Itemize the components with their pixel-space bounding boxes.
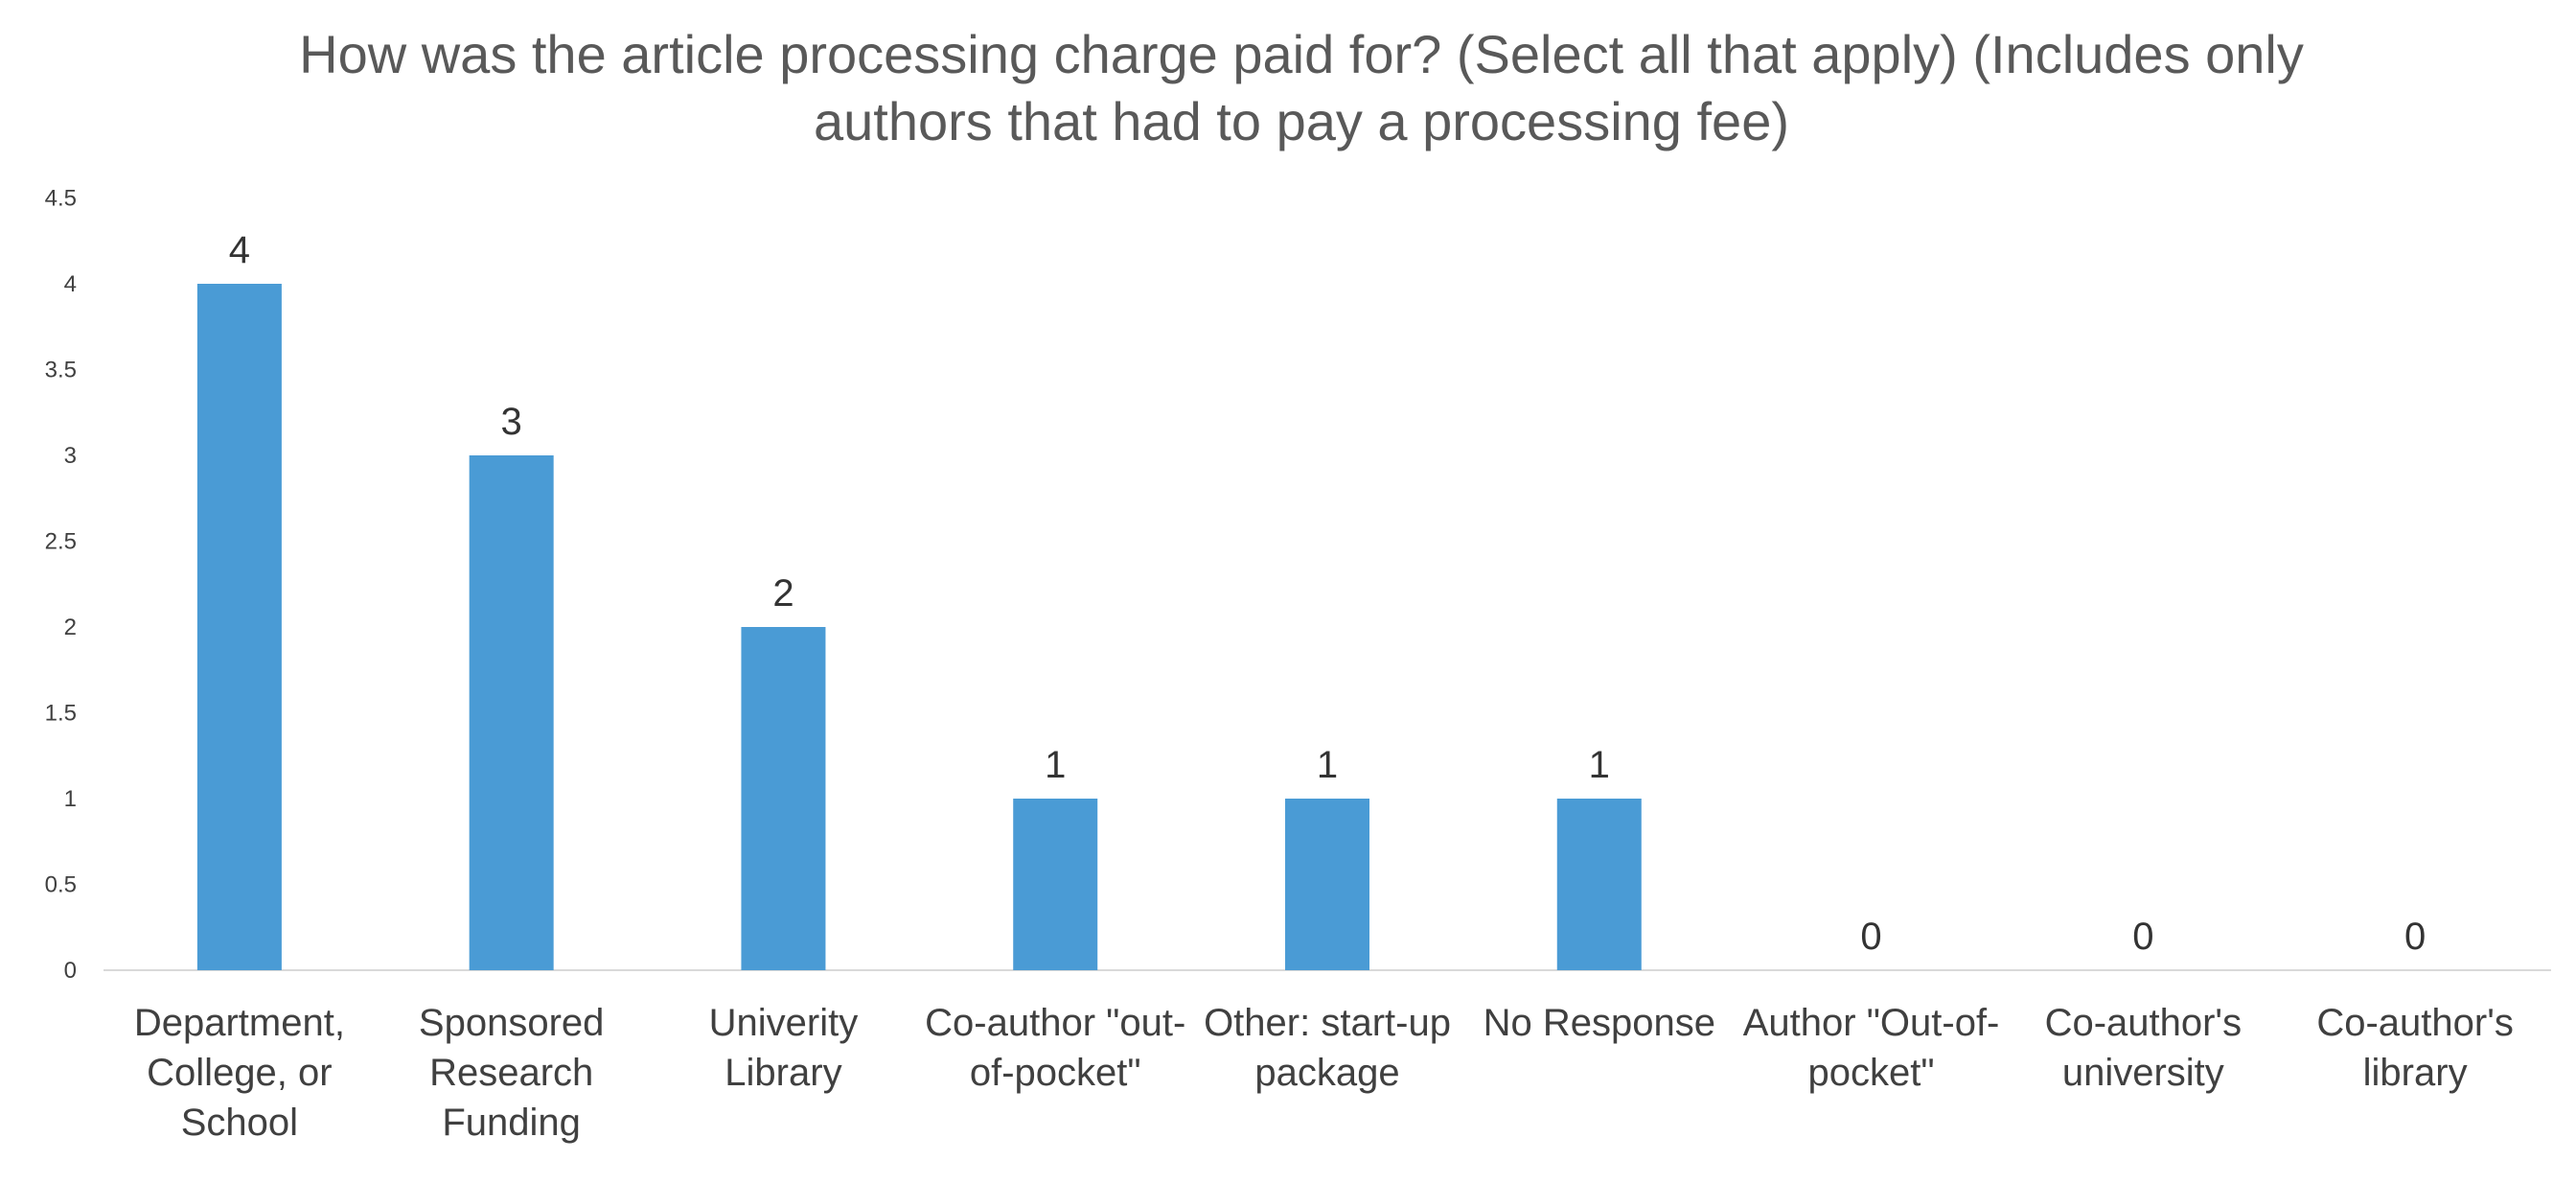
chart-title-line-2: authors that had to pay a processing fee…: [814, 91, 1789, 151]
y-tick-label: 3.5: [45, 358, 77, 383]
y-tick-label: 0: [64, 958, 77, 984]
x-category-label: Co-author's university: [2045, 1002, 2242, 1094]
x-category-label-line: Co-author's: [2045, 1002, 2242, 1044]
x-category-label-line: Other: start-up: [1204, 1002, 1451, 1044]
data-labels: 4 3 2 1 1 1 0 0 0: [229, 229, 2426, 958]
bar: [1556, 799, 1642, 970]
x-category-label-line: School: [181, 1102, 298, 1144]
bar: [1285, 799, 1369, 970]
bar-data-label: 0: [2404, 916, 2426, 958]
y-axis: 0 0.5 1 1.5 2 2.5 3 3.5 4 4.5: [45, 186, 77, 985]
x-category-label: Co-author "out-of-pocket": [925, 1002, 1185, 1094]
x-category-label-line: university: [2062, 1052, 2224, 1094]
bar-series: [196, 284, 1642, 970]
x-category-label-line: Library: [724, 1052, 841, 1094]
x-category-label: Author "Out-of-pocket": [1743, 1002, 2000, 1094]
x-category-label-line: library: [2363, 1052, 2468, 1094]
bar-data-label: 1: [1045, 744, 1066, 786]
y-tick-label: 2.5: [45, 529, 77, 555]
bar-data-label: 1: [1317, 744, 1338, 786]
bar: [1013, 799, 1098, 970]
x-category-label-line: Sponsored: [419, 1002, 604, 1044]
bar: [469, 455, 554, 970]
bar-data-label: 3: [501, 401, 522, 443]
chart-title-line-1: How was the article processing charge pa…: [299, 24, 2304, 84]
x-category-label-line: Department,: [134, 1002, 345, 1044]
x-category-label: Co-author's library: [2316, 1002, 2514, 1094]
x-category-label: Other: start-up package: [1204, 1002, 1451, 1094]
x-category-label: Department, College, or School: [134, 1002, 345, 1144]
x-category-label-line: Research: [429, 1052, 593, 1094]
chart-title: How was the article processing charge pa…: [299, 24, 2304, 151]
x-category-label-line: of-pocket": [970, 1052, 1141, 1094]
y-tick-label: 3: [64, 443, 77, 469]
y-tick-label: 1.5: [45, 701, 77, 727]
x-category-label-line: Co-author's: [2316, 1002, 2514, 1044]
x-category-label-line: College, or: [147, 1052, 332, 1094]
x-category-label-line: Co-author "out-: [925, 1002, 1185, 1044]
bar: [196, 284, 282, 970]
bar-data-label: 4: [229, 229, 250, 271]
x-category-label: Univerity Library: [709, 1002, 859, 1094]
y-tick-label: 0.5: [45, 872, 77, 898]
x-category-label-line: Funding: [442, 1102, 581, 1144]
x-category-label-line: package: [1254, 1052, 1399, 1094]
y-tick-label: 4.5: [45, 186, 77, 212]
x-category-label-line: No Response: [1484, 1002, 1715, 1044]
x-category-label: No Response: [1484, 1002, 1715, 1044]
x-category-label-line: Univerity: [709, 1002, 859, 1044]
y-tick-label: 1: [64, 786, 77, 812]
y-tick-label: 4: [64, 271, 77, 297]
bar-data-label: 0: [2132, 916, 2153, 958]
bar-data-label: 0: [1860, 916, 1881, 958]
y-tick-label: 2: [64, 615, 77, 640]
x-category-label-line: Author "Out-of-: [1743, 1002, 2000, 1044]
x-category-label: Sponsored Research Funding: [419, 1002, 604, 1144]
bar-data-label: 2: [772, 572, 794, 615]
bar: [741, 627, 826, 970]
bar-data-label: 1: [1589, 744, 1610, 786]
x-axis-categories: Department, College, or School Sponsored Res…: [134, 1002, 2514, 1144]
x-category-label-line: pocket": [1808, 1052, 1935, 1094]
